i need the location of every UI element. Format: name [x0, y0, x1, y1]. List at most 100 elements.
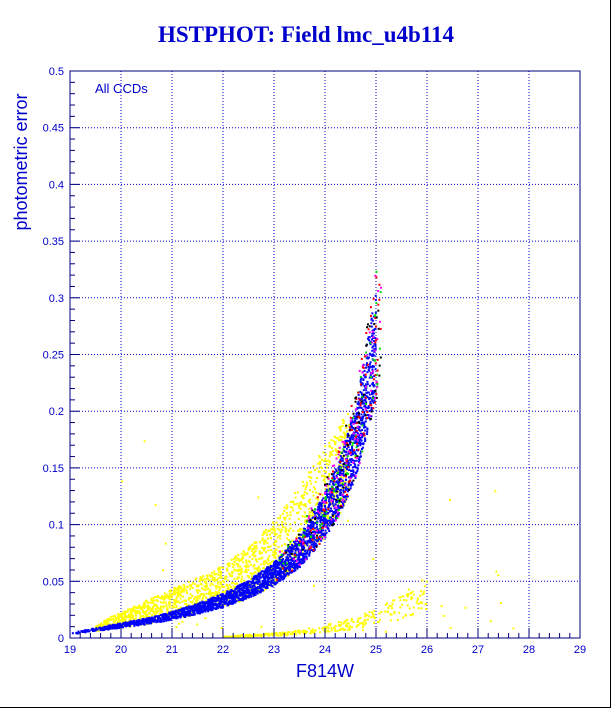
scatter-point — [334, 441, 337, 444]
scatter-point — [309, 632, 312, 635]
scatter-point — [342, 448, 345, 451]
scatter-point — [365, 332, 368, 335]
scatter-point — [109, 616, 112, 619]
scatter-point — [218, 576, 221, 579]
scatter-point — [198, 612, 201, 615]
scatter-point — [269, 571, 272, 574]
scatter-point — [310, 522, 313, 525]
scatter-point — [265, 582, 268, 585]
scatter-point — [331, 477, 334, 480]
scatter-point — [146, 605, 149, 608]
scatter-point — [340, 451, 343, 454]
scatter-point — [217, 591, 220, 594]
scatter-point — [355, 412, 358, 415]
scatter-point — [374, 359, 377, 362]
scatter-point — [236, 565, 239, 568]
scatter-point — [270, 579, 273, 582]
scatter-point — [334, 494, 337, 497]
scatter-point — [240, 588, 243, 591]
scatter-point — [354, 415, 357, 418]
scatter-point — [331, 470, 334, 473]
scatter-point — [233, 556, 236, 559]
scatter-point — [160, 614, 163, 617]
scatter-point — [309, 501, 312, 504]
scatter-point — [346, 618, 349, 621]
scatter-point — [308, 499, 311, 502]
scatter-point — [323, 509, 326, 512]
scatter-point — [112, 615, 115, 618]
scatter-point — [333, 435, 336, 438]
scatter-point — [235, 586, 238, 589]
scatter-point — [338, 466, 341, 469]
scatter-point — [172, 605, 175, 608]
scatter-point — [306, 481, 309, 484]
scatter-point — [335, 515, 338, 518]
scatter-point — [284, 558, 287, 561]
scatter-point — [389, 613, 392, 616]
scatter-point — [335, 492, 338, 495]
scatter-point — [278, 534, 281, 537]
scatter-point — [306, 529, 309, 532]
scatter-point — [353, 474, 356, 477]
scatter-point — [152, 597, 155, 600]
scatter-point — [250, 550, 253, 553]
scatter-point — [311, 538, 314, 541]
scatter-point — [303, 515, 306, 518]
scatter-point — [225, 592, 228, 595]
scatter-point — [205, 606, 208, 609]
scatter-point — [359, 450, 362, 453]
scatter-point — [258, 573, 261, 576]
scatter-point — [357, 617, 360, 620]
scatter-point — [259, 576, 262, 579]
scatter-point — [223, 585, 226, 588]
scatter-point — [271, 585, 274, 588]
scatter-point — [166, 594, 169, 597]
scatter-point — [283, 575, 286, 578]
scatter-point — [322, 459, 325, 462]
scatter-point — [197, 585, 200, 588]
scatter-point — [402, 599, 405, 602]
scatter-point — [316, 536, 319, 539]
scatter-point — [273, 581, 276, 584]
scatter-point — [326, 630, 329, 633]
scatter-point — [195, 604, 198, 607]
scatter-point — [218, 589, 221, 592]
scatter-point — [213, 570, 216, 573]
scatter-point — [234, 593, 237, 596]
scatter-point — [273, 533, 276, 536]
scatter-point — [351, 444, 354, 447]
scatter-point — [254, 588, 257, 591]
scatter-point — [334, 448, 337, 451]
scatter-point — [355, 466, 358, 469]
scatter-point — [296, 491, 299, 494]
scatter-point — [370, 407, 373, 410]
scatter-point — [124, 610, 127, 613]
scatter-point — [257, 557, 260, 560]
scatter-point — [344, 481, 347, 484]
scatter-point — [295, 560, 298, 563]
scatter-point — [322, 515, 325, 518]
scatter-point — [319, 519, 322, 522]
scatter-point — [375, 302, 378, 305]
scatter-point — [218, 602, 221, 605]
scatter-point — [244, 582, 247, 585]
scatter-point — [137, 606, 140, 609]
scatter-point — [361, 393, 364, 396]
scatter-point — [360, 413, 363, 416]
scatter-point — [224, 602, 227, 605]
scatter-point — [292, 548, 295, 551]
scatter-point — [195, 599, 198, 602]
scatter-point — [149, 610, 152, 613]
scatter-point — [235, 562, 238, 565]
scatter-point — [363, 402, 366, 405]
scatter-point — [168, 601, 171, 604]
scatter-point — [167, 619, 170, 622]
scatter-point — [341, 482, 344, 485]
scatter-point — [344, 478, 347, 481]
scatter-point — [163, 594, 166, 597]
scatter-point — [303, 536, 306, 539]
scatter-point — [236, 577, 239, 580]
scatter-point — [371, 353, 374, 356]
scatter-point — [187, 581, 190, 584]
scatter-point — [332, 519, 335, 522]
